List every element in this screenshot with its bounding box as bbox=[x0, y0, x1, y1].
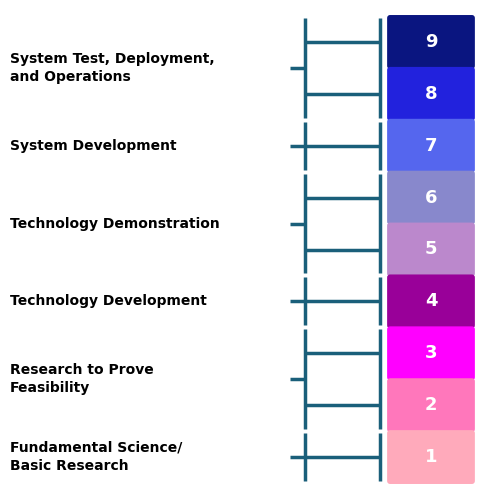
FancyBboxPatch shape bbox=[387, 171, 475, 225]
Text: 8: 8 bbox=[425, 85, 437, 103]
Text: Research to Prove
Feasibility: Research to Prove Feasibility bbox=[10, 363, 154, 395]
Text: System Test, Deployment,
and Operations: System Test, Deployment, and Operations bbox=[10, 52, 215, 84]
FancyBboxPatch shape bbox=[387, 119, 475, 173]
Text: 5: 5 bbox=[425, 241, 437, 258]
FancyBboxPatch shape bbox=[387, 430, 475, 484]
Text: System Development: System Development bbox=[10, 139, 177, 153]
Text: 2: 2 bbox=[425, 396, 437, 414]
Text: 7: 7 bbox=[425, 137, 437, 155]
FancyBboxPatch shape bbox=[387, 378, 475, 432]
FancyBboxPatch shape bbox=[387, 274, 475, 328]
Text: Technology Development: Technology Development bbox=[10, 295, 207, 309]
FancyBboxPatch shape bbox=[387, 15, 475, 69]
Text: 1: 1 bbox=[425, 448, 437, 466]
Text: 9: 9 bbox=[425, 33, 437, 51]
Text: 4: 4 bbox=[425, 292, 437, 310]
Text: Technology Demonstration: Technology Demonstration bbox=[10, 217, 220, 231]
Text: 6: 6 bbox=[425, 188, 437, 207]
FancyBboxPatch shape bbox=[387, 223, 475, 276]
Text: Fundamental Science/
Basic Research: Fundamental Science/ Basic Research bbox=[10, 441, 182, 473]
FancyBboxPatch shape bbox=[387, 67, 475, 121]
FancyBboxPatch shape bbox=[387, 326, 475, 380]
Text: 3: 3 bbox=[425, 344, 437, 362]
